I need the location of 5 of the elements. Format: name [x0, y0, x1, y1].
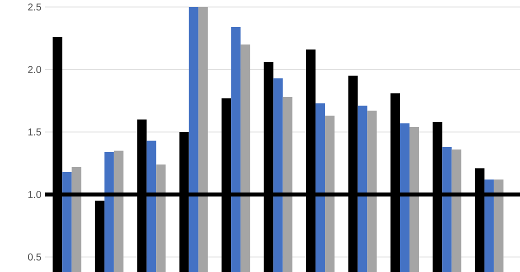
- y-tick-label: 2.0: [28, 66, 42, 74]
- y-tick-label: 0.5: [28, 253, 42, 261]
- y-tick-label: 2.5: [28, 3, 42, 11]
- y-tick-label: 1.5: [28, 128, 42, 136]
- y-tick-label: 1.0: [28, 190, 42, 198]
